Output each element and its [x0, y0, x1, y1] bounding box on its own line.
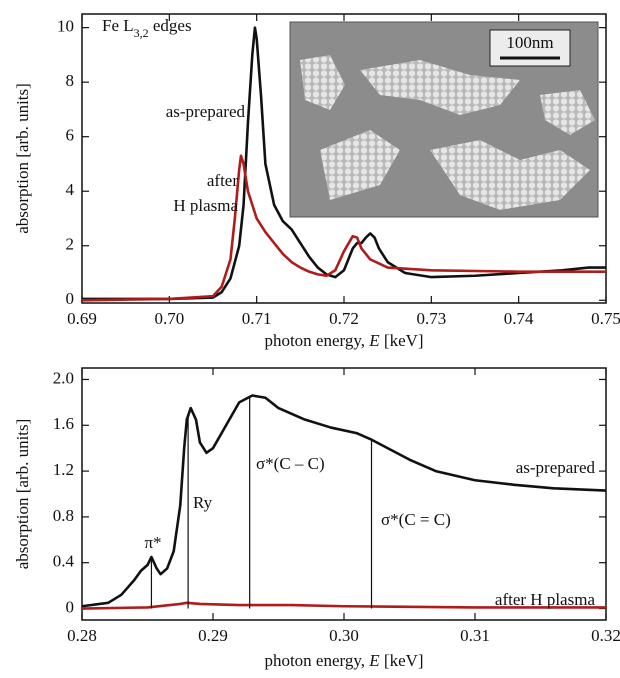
- annotation-part: edges: [149, 16, 192, 35]
- y-tick-label: 1.2: [53, 460, 74, 479]
- y-tick-label: 0.8: [53, 506, 74, 525]
- y-tick-label: 2.0: [53, 368, 74, 387]
- x-tick-label: 0.31: [460, 626, 490, 645]
- annotation: as-prepared: [166, 102, 246, 121]
- x-axis-label-part: photon energy,: [264, 651, 369, 670]
- annotation: π*: [144, 533, 161, 552]
- x-tick-label: 0.72: [329, 309, 359, 328]
- y-tick-label: 0: [66, 289, 75, 308]
- x-axis-label-part: photon energy,: [264, 331, 369, 350]
- y-tick-label: 0: [66, 597, 75, 616]
- x-tick-label: 0.32: [591, 626, 620, 645]
- annotation: H plasma: [173, 196, 238, 215]
- x-tick-label: 0.74: [504, 309, 534, 328]
- plot-frame: [82, 368, 606, 620]
- scale-label: 100nm: [506, 33, 553, 52]
- x-tick-label: 0.71: [242, 309, 272, 328]
- y-tick-label: 8: [66, 71, 75, 90]
- annotation: σ*(C – C): [256, 454, 325, 473]
- x-axis-label-part: E: [368, 331, 380, 350]
- y-axis-label: absorption [arb. units]: [13, 419, 32, 570]
- annotation: Ry: [193, 493, 213, 512]
- x-tick-label: 0.28: [67, 626, 97, 645]
- y-axis-label: absorption [arb. units]: [13, 83, 32, 234]
- x-axis-label-part: E: [368, 651, 380, 670]
- x-tick-label: 0.30: [329, 626, 359, 645]
- x-tick-label: 0.70: [154, 309, 184, 328]
- x-axis-label-part: [keV]: [380, 331, 424, 350]
- y-tick-label: 2: [66, 235, 75, 254]
- data-line: [82, 395, 606, 606]
- y-tick-label: 0.4: [53, 552, 75, 571]
- figure: 0.69 0.70 0.71 0.72 0.73 0.74 0.75 0 2 4 6 8 10 absor…: [0, 0, 620, 678]
- x-tick-label: 0.75: [591, 309, 620, 328]
- x-axis-label-part: [keV]: [380, 651, 424, 670]
- page: {"chart_data": [ {"type": "line", "annot…: [0, 0, 620, 678]
- annotation-part: Fe L: [102, 16, 134, 35]
- y-tick-label: 1.6: [53, 414, 74, 433]
- annotation: as-prepared: [516, 458, 596, 477]
- annotation: Fe L3,2 edges: [102, 16, 192, 40]
- x-tick-label: 0.73: [416, 309, 446, 328]
- y-tick-label: 4: [66, 180, 75, 199]
- y-tick-label: 6: [66, 126, 75, 145]
- annotation: σ*(C = C): [381, 510, 451, 529]
- annotation-sub: 3,2: [134, 26, 149, 40]
- x-tick-label: 0.69: [67, 309, 97, 328]
- y-tick-label: 10: [57, 17, 74, 36]
- annotation: after H plasma: [495, 590, 596, 609]
- x-axis-label: photon energy, E [keV]: [264, 651, 423, 670]
- annotation: after: [207, 171, 238, 190]
- x-axis-label: photon energy, E [keV]: [264, 331, 423, 350]
- x-tick-label: 0.29: [198, 626, 228, 645]
